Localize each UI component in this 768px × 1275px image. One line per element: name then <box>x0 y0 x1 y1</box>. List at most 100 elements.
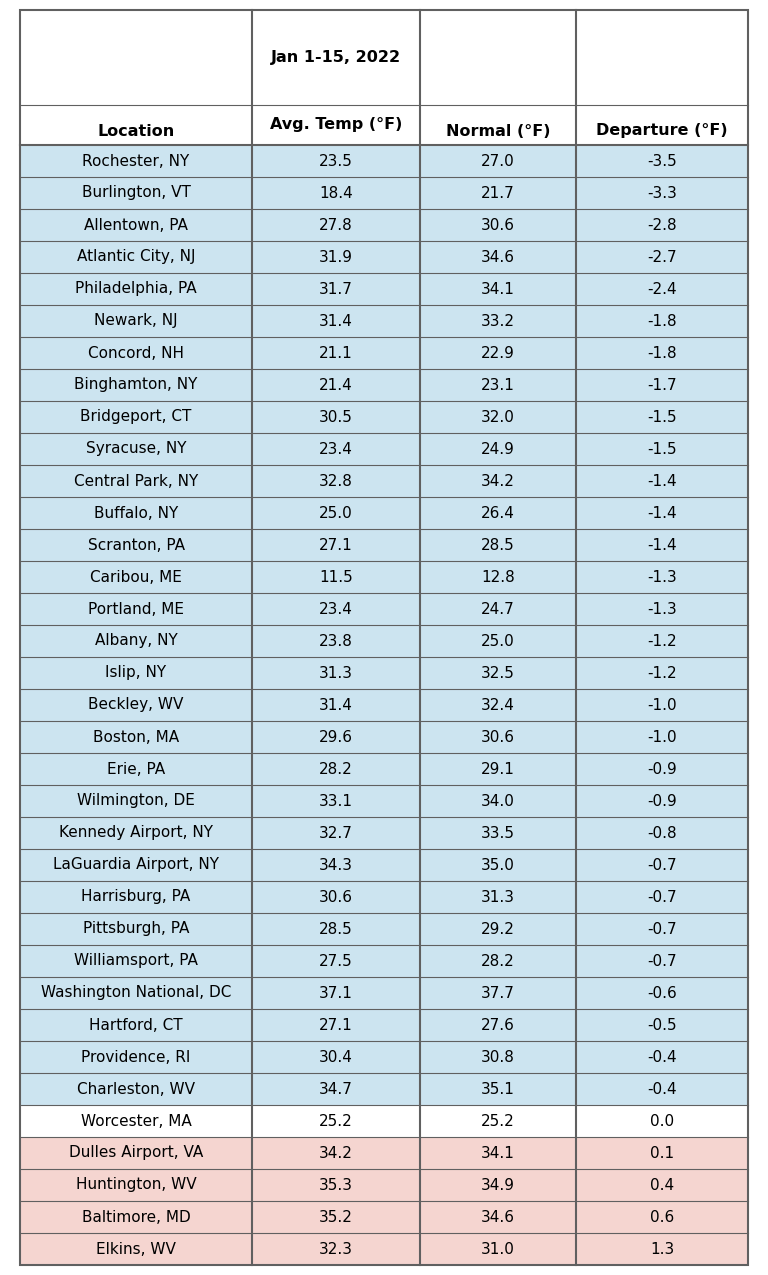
Text: 22.9: 22.9 <box>481 346 515 361</box>
Text: 1.3: 1.3 <box>650 1242 674 1256</box>
Bar <box>20 529 252 561</box>
Text: 23.8: 23.8 <box>319 634 353 649</box>
Text: -1.8: -1.8 <box>647 314 677 329</box>
Bar <box>20 497 252 529</box>
Bar <box>252 529 420 561</box>
Text: 31.4: 31.4 <box>319 697 353 713</box>
Bar <box>576 145 748 177</box>
Text: -0.6: -0.6 <box>647 986 677 1001</box>
Text: -1.0: -1.0 <box>647 697 677 713</box>
Text: 32.0: 32.0 <box>481 409 515 425</box>
Text: Scranton, PA: Scranton, PA <box>88 538 184 552</box>
Bar <box>20 657 252 688</box>
Text: Harrisburg, PA: Harrisburg, PA <box>81 890 190 904</box>
Bar <box>252 785 420 817</box>
Bar <box>576 529 748 561</box>
Text: Burlington, VT: Burlington, VT <box>81 185 190 200</box>
Bar <box>420 720 576 754</box>
Bar <box>252 273 420 305</box>
Bar <box>576 1009 748 1040</box>
Bar <box>20 1074 252 1105</box>
Text: 37.7: 37.7 <box>481 986 515 1001</box>
Text: 34.1: 34.1 <box>481 1145 515 1160</box>
Text: 28.2: 28.2 <box>319 761 353 776</box>
Bar <box>420 1040 576 1074</box>
Text: 32.7: 32.7 <box>319 825 353 840</box>
Text: 29.1: 29.1 <box>481 761 515 776</box>
Text: 34.7: 34.7 <box>319 1081 353 1096</box>
Bar <box>20 817 252 849</box>
Bar <box>420 368 576 402</box>
Text: 27.5: 27.5 <box>319 954 353 969</box>
Bar <box>420 402 576 434</box>
Bar <box>420 177 576 209</box>
Text: Atlantic City, NJ: Atlantic City, NJ <box>77 250 195 264</box>
Text: Dulles Airport, VA: Dulles Airport, VA <box>69 1145 203 1160</box>
Text: Caribou, ME: Caribou, ME <box>90 570 182 584</box>
Bar <box>252 849 420 881</box>
Text: Buffalo, NY: Buffalo, NY <box>94 505 178 520</box>
Bar <box>420 1074 576 1105</box>
Bar <box>252 402 420 434</box>
Text: 30.6: 30.6 <box>481 218 515 232</box>
Text: 0.6: 0.6 <box>650 1210 674 1224</box>
Bar <box>252 145 420 177</box>
Text: 32.3: 32.3 <box>319 1242 353 1256</box>
Bar <box>576 177 748 209</box>
Text: 27.8: 27.8 <box>319 218 353 232</box>
Bar <box>20 593 252 625</box>
Bar <box>252 720 420 754</box>
Bar <box>576 305 748 337</box>
Text: 27.0: 27.0 <box>481 153 515 168</box>
Text: 33.1: 33.1 <box>319 793 353 808</box>
Bar <box>576 1040 748 1074</box>
Text: -1.3: -1.3 <box>647 602 677 617</box>
Bar <box>20 561 252 593</box>
Bar <box>252 881 420 913</box>
Bar <box>252 561 420 593</box>
Text: Elkins, WV: Elkins, WV <box>96 1242 176 1256</box>
Bar <box>20 625 252 657</box>
Bar <box>420 849 576 881</box>
Bar <box>20 10 748 145</box>
Text: 30.5: 30.5 <box>319 409 353 425</box>
Bar <box>252 1074 420 1105</box>
Bar <box>576 754 748 785</box>
Bar <box>576 368 748 402</box>
Text: Washington National, DC: Washington National, DC <box>41 986 231 1001</box>
Text: 25.2: 25.2 <box>319 1113 353 1128</box>
Text: -1.8: -1.8 <box>647 346 677 361</box>
Bar <box>420 1105 576 1137</box>
Bar <box>576 465 748 497</box>
Bar <box>420 977 576 1009</box>
Bar <box>20 1201 252 1233</box>
Text: -1.4: -1.4 <box>647 505 677 520</box>
Text: 23.5: 23.5 <box>319 153 353 168</box>
Bar <box>576 657 748 688</box>
Bar <box>576 720 748 754</box>
Text: 31.9: 31.9 <box>319 250 353 264</box>
Bar <box>20 337 252 368</box>
Text: -1.5: -1.5 <box>647 409 677 425</box>
Bar <box>420 497 576 529</box>
Text: Kennedy Airport, NY: Kennedy Airport, NY <box>59 825 213 840</box>
Text: 27.1: 27.1 <box>319 1017 353 1033</box>
Bar <box>20 402 252 434</box>
Bar <box>576 913 748 945</box>
Text: Wilmington, DE: Wilmington, DE <box>77 793 195 808</box>
Bar <box>20 881 252 913</box>
Bar <box>576 849 748 881</box>
Text: 34.6: 34.6 <box>481 250 515 264</box>
Text: 28.5: 28.5 <box>319 922 353 937</box>
Text: 24.7: 24.7 <box>481 602 515 617</box>
Bar <box>20 913 252 945</box>
Bar <box>20 368 252 402</box>
Bar <box>576 625 748 657</box>
Bar <box>576 785 748 817</box>
Text: 26.4: 26.4 <box>481 505 515 520</box>
Bar <box>576 241 748 273</box>
Text: 21.7: 21.7 <box>481 185 515 200</box>
Text: -0.9: -0.9 <box>647 793 677 808</box>
Text: Avg. Temp (°F): Avg. Temp (°F) <box>270 117 402 133</box>
Bar <box>420 754 576 785</box>
